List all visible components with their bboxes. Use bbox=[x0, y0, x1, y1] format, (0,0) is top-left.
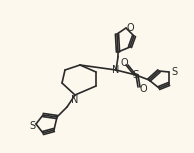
Text: S: S bbox=[133, 70, 139, 80]
Text: O: O bbox=[139, 84, 147, 94]
Text: O: O bbox=[120, 58, 128, 68]
Text: N: N bbox=[71, 95, 79, 105]
Text: O: O bbox=[126, 23, 134, 33]
Text: N: N bbox=[112, 65, 120, 75]
Text: S: S bbox=[171, 67, 177, 77]
Text: S: S bbox=[29, 121, 35, 131]
